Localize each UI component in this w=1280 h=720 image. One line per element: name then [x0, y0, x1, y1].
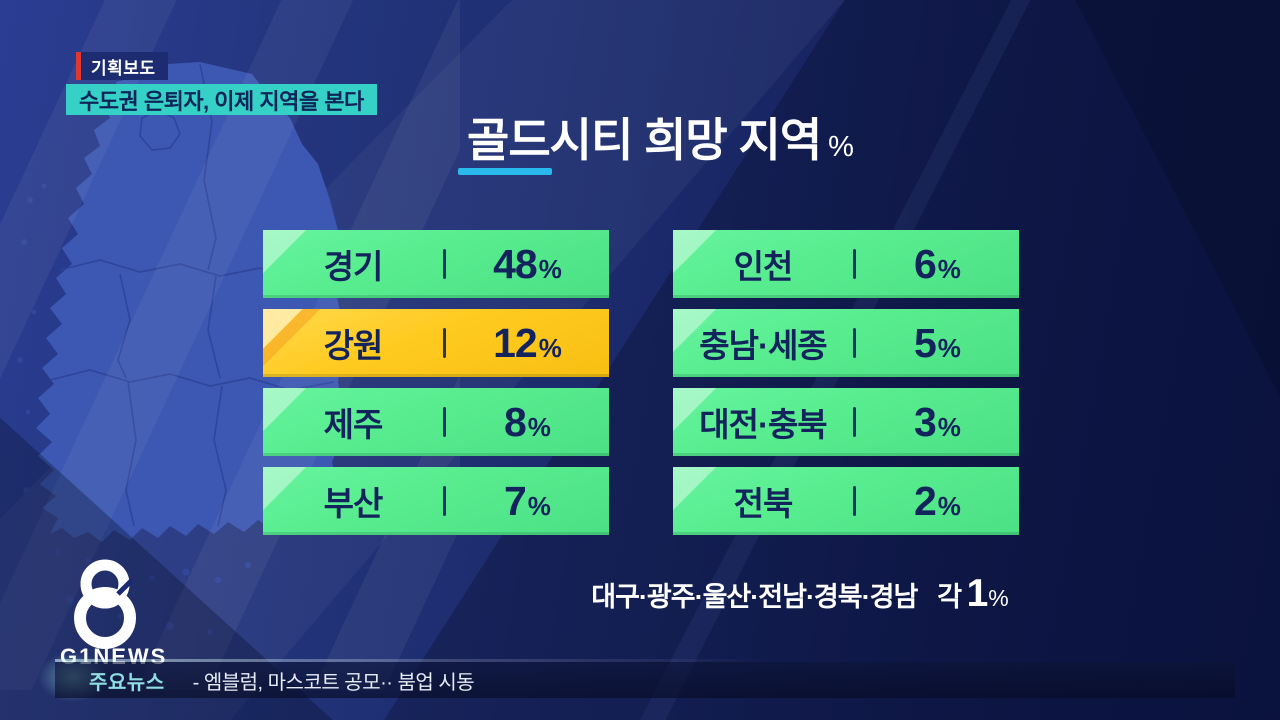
region-value: 3%	[913, 398, 961, 445]
footnote-prefix: 각	[937, 582, 963, 612]
program-badge: 기획보도	[76, 52, 168, 80]
stat-bar-jeonbuk: 전북 2%	[673, 467, 1019, 535]
bar-divider	[852, 328, 856, 358]
region-value: 12%	[493, 319, 562, 366]
logo-notch	[116, 578, 134, 596]
footnote-regions: 대구·광주·울산·전남·경북·경남	[591, 582, 918, 612]
bar-divider	[852, 407, 856, 437]
footnote: 대구·광주·울산·전남·경북·경남 각 1%	[555, 572, 1045, 616]
topic-badge: 수도권 은퇴자, 이제 지역을 본다	[66, 84, 377, 115]
region-label: 부산	[323, 485, 384, 522]
region-label: 대전·충북	[699, 406, 827, 443]
stat-bar-gyeonggi: 경기 48%	[263, 230, 609, 298]
stat-column-right: 인천 6% 충남·세종 5% 대전·충북 3% 전북 2%	[673, 230, 1019, 535]
region-label: 강원	[323, 327, 384, 364]
stat-bar-gangwon: 강원 12%	[263, 309, 609, 377]
region-value: 2%	[913, 477, 961, 524]
region-value: 7%	[503, 477, 551, 524]
stat-column-left: 경기 48% 강원 12% 제주 8% 부산 7%	[263, 230, 609, 535]
ticker-headline: - 엠블럼, 마스코트 공모·· 붐업 시동	[192, 671, 475, 694]
region-label: 충남·세종	[699, 327, 827, 364]
region-value: 6%	[913, 240, 961, 287]
region-value: 48%	[493, 240, 562, 287]
footnote-value: 1	[966, 572, 989, 615]
logo-eight-icon	[74, 559, 136, 649]
region-value: 8%	[503, 398, 551, 445]
program-badge-label: 기획보도	[91, 58, 156, 78]
bar-divider	[442, 328, 446, 358]
news-ticker: 주요뉴스 - 엠블럼, 마스코트 공모·· 붐업 시동	[55, 662, 1235, 698]
stat-bar-busan: 부산 7%	[263, 467, 609, 535]
region-value: 5%	[913, 319, 961, 366]
region-label: 전북	[733, 485, 794, 522]
bar-divider	[442, 249, 446, 279]
stat-bar-jeju: 제주 8%	[263, 388, 609, 456]
chart-title-unit: %	[828, 131, 854, 163]
footnote-unit: %	[988, 585, 1009, 611]
bar-divider	[442, 407, 446, 437]
region-label: 제주	[323, 406, 384, 443]
region-label: 경기	[323, 248, 384, 285]
ticker-topline	[55, 659, 895, 662]
stat-bar-daejeon-chungbuk: 대전·충북 3%	[673, 388, 1019, 456]
topic-badge-label: 수도권 은퇴자, 이제 지역을 본다	[79, 88, 364, 114]
bar-divider	[852, 486, 856, 516]
chart-title: 골드시티 희망 지역%	[380, 104, 940, 170]
map-jeju-island	[81, 468, 123, 492]
ticker-label: 주요뉴스	[89, 671, 165, 694]
title-underline	[458, 168, 552, 175]
stat-bar-incheon: 인천 6%	[673, 230, 1019, 298]
bar-divider	[852, 249, 856, 279]
bar-divider	[442, 486, 446, 516]
region-label: 인천	[733, 248, 794, 285]
stat-bar-chungnam-sejong: 충남·세종 5%	[673, 309, 1019, 377]
chart-title-text: 골드시티 희망 지역	[467, 114, 822, 166]
